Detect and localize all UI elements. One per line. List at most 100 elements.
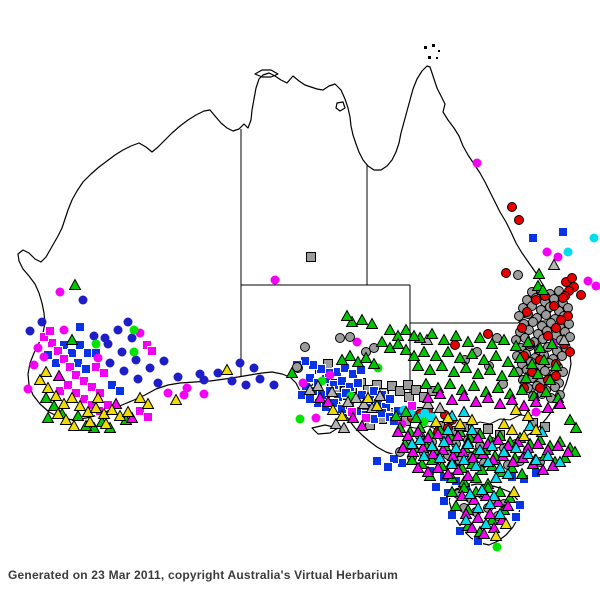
cyan-triangle-marker [493, 461, 507, 473]
magenta-triangle-marker [426, 447, 440, 459]
magenta-square-marker [407, 401, 417, 411]
yellow-triangle-marker [83, 415, 97, 427]
magenta-circle-marker [55, 287, 65, 297]
green-triangle-marker [367, 357, 381, 369]
magenta-triangle-marker [346, 411, 360, 423]
navy-circle-marker [100, 333, 110, 343]
red-circle-marker [514, 215, 524, 225]
green-triangle-marker [495, 369, 509, 381]
magenta-triangle-marker [457, 389, 471, 401]
grey-circle-marker [528, 317, 538, 327]
red-circle-marker [549, 301, 559, 311]
magenta-circle-marker [553, 252, 563, 262]
green-triangle-marker [467, 379, 481, 391]
cyan-triangle-marker [461, 437, 475, 449]
red-circle-marker [507, 202, 517, 212]
specimen-markers-layer [23, 158, 600, 552]
cyan-triangle-marker [541, 449, 555, 461]
blue-square-marker [558, 227, 568, 237]
melville-island [254, 69, 279, 78]
magenta-triangle-marker [493, 397, 507, 409]
red-circle-marker [483, 329, 493, 339]
magenta-triangle-marker [479, 489, 493, 501]
magenta-square-marker [135, 406, 145, 416]
green-triangle-marker [477, 353, 491, 365]
magenta-triangle-marker [471, 431, 485, 443]
green-triangle-marker [419, 377, 433, 389]
brightgreen-circle-marker [419, 417, 429, 427]
magenta-triangle-marker [477, 527, 491, 539]
yellow-triangle-marker [453, 417, 467, 429]
blue-square-marker [115, 386, 125, 396]
magenta-triangle-marker [505, 393, 519, 405]
blue-square-marker [107, 380, 117, 390]
cyan-triangle-marker [459, 513, 473, 525]
navy-circle-marker [195, 369, 205, 379]
cyan-triangle-marker [417, 449, 431, 461]
green-triangle-marker [39, 391, 53, 403]
green-triangle-marker [457, 481, 471, 493]
green-triangle-marker [68, 278, 82, 290]
yellow-triangle-marker [133, 391, 147, 403]
magenta-square-marker [361, 413, 371, 423]
magenta-circle-marker [33, 343, 43, 353]
magenta-triangle-marker [541, 401, 555, 413]
yellow-triangle-marker [517, 429, 531, 441]
green-triangle-marker [425, 327, 439, 339]
yellow-triangle-marker [59, 413, 73, 425]
green-triangle-marker [435, 359, 449, 371]
magenta-triangle-marker [467, 493, 481, 505]
lightgrey-triangle-marker [311, 379, 325, 391]
magenta-triangle-marker [491, 495, 505, 507]
magenta-square-marker [91, 362, 101, 372]
magenta-circle-marker [472, 158, 482, 168]
magenta-triangle-marker [469, 395, 483, 407]
green-triangle-marker [533, 341, 547, 353]
green-triangle-marker [447, 365, 461, 377]
magenta-square-marker [45, 326, 55, 336]
blue-square-marker [439, 496, 449, 506]
yellow-triangle-marker [99, 417, 113, 429]
yellow-triangle-marker [509, 403, 523, 415]
green-triangle-marker [453, 351, 467, 363]
yellow-triangle-marker [497, 417, 511, 429]
green-triangle-marker [359, 351, 373, 363]
magenta-triangle-marker [421, 465, 435, 477]
lightgrey-triangle-marker [325, 385, 339, 397]
magenta-triangle-marker [411, 461, 425, 473]
navy-circle-marker [227, 376, 237, 386]
lightgrey-triangle-marker [329, 417, 343, 429]
blue-square-marker [75, 322, 85, 332]
green-triangle-marker [519, 371, 533, 383]
blue-square-marker [385, 394, 395, 404]
magenta-square-marker [63, 380, 73, 390]
yellow-triangle-marker [67, 419, 81, 431]
brightgreen-circle-marker [129, 325, 139, 335]
yellow-triangle-marker [499, 517, 513, 529]
magenta-triangle-marker [465, 521, 479, 533]
magenta-triangle-marker [501, 499, 515, 511]
cyan-triangle-marker [483, 497, 497, 509]
blue-square-marker [511, 512, 521, 522]
magenta-triangle-marker [529, 395, 543, 407]
cyan-triangle-marker [481, 455, 495, 467]
magenta-triangle-marker [551, 439, 565, 451]
yellow-triangle-marker [91, 391, 105, 403]
magenta-triangle-marker [506, 455, 520, 467]
navy-circle-marker [133, 374, 143, 384]
torres-strait-islet [428, 56, 431, 59]
cyan-triangle-marker [425, 439, 439, 451]
green-triangle-marker [536, 283, 550, 295]
magenta-square-marker [59, 354, 69, 364]
magenta-square-marker [143, 412, 153, 422]
red-circle-marker [558, 293, 568, 303]
yellow-triangle-marker [41, 381, 55, 393]
grey-circle-marker [345, 332, 355, 342]
green-triangle-marker [461, 335, 475, 347]
yellow-triangle-marker [507, 485, 521, 497]
magenta-circle-marker [179, 390, 189, 400]
grey-square-marker [306, 252, 316, 262]
yellow-triangle-marker [169, 393, 183, 405]
magenta-triangle-marker [421, 391, 435, 403]
torres-strait-islet [424, 46, 427, 49]
